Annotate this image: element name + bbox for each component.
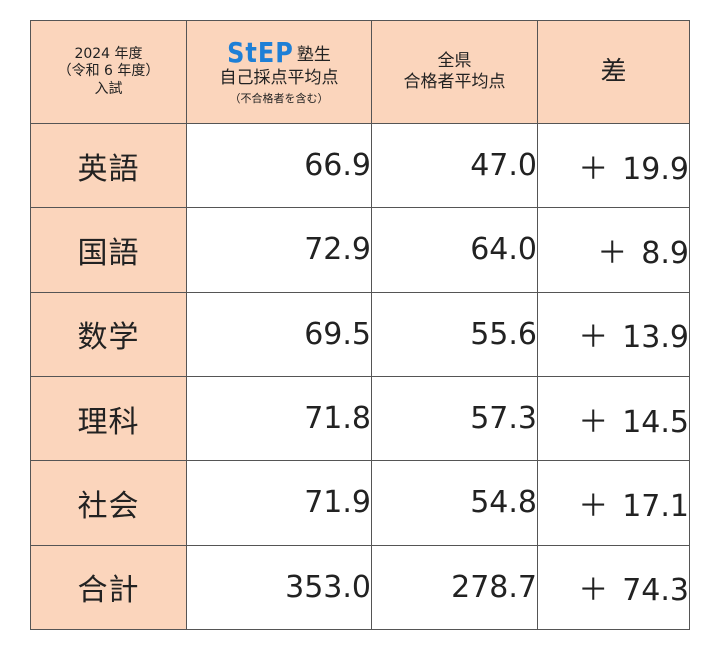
difference-value: 14.5	[622, 404, 689, 440]
step-average-label: 自己採点平均点	[219, 68, 339, 88]
pref-score-cell: 55.6	[371, 291, 538, 377]
pref-score-cell: 64.0	[371, 207, 538, 293]
plus-sign: ＋	[578, 151, 609, 187]
plus-sign: ＋	[578, 404, 609, 440]
score-comparison-table: 2024 年度 （令和 6 年度） 入試 StEP 塾生 自己採点平均点 （不合格…	[30, 20, 690, 631]
subject-cell: 理科	[30, 375, 187, 462]
subject-cell: 数学	[30, 291, 187, 377]
header-difference: 差	[537, 20, 690, 124]
difference-value: 17.1	[622, 488, 689, 524]
difference-value: 8.9	[641, 235, 689, 271]
header-pref-average: 全県 合格者平均点	[371, 20, 538, 124]
table-row: 国語 72.9 64.0 ＋ 8.9	[30, 207, 690, 293]
step-total-cell: 353.0	[186, 544, 372, 631]
step-score-cell: 69.5	[186, 291, 372, 377]
step-average-note: （不合格者を含む）	[229, 92, 329, 106]
difference-cell: ＋ 17.1	[537, 460, 690, 546]
table-row: 数学 69.5 55.6 ＋ 13.9	[30, 291, 690, 377]
subject-cell: 国語	[30, 207, 187, 293]
step-score-cell: 71.9	[186, 460, 372, 546]
subject-cell: 英語	[30, 122, 187, 209]
subject-cell: 社会	[30, 460, 187, 546]
header-step-average: StEP 塾生 自己採点平均点 （不合格者を含む）	[186, 20, 372, 124]
difference-value: 74.3	[622, 573, 689, 609]
total-row: 合計 353.0 278.7 ＋ 74.3	[30, 544, 690, 631]
difference-cell: ＋ 19.9	[537, 122, 690, 209]
header-era-line: （令和 6 年度）	[57, 63, 160, 80]
difference-cell: ＋ 8.9	[537, 207, 690, 293]
table-row: 社会 71.9 54.8 ＋ 17.1	[30, 460, 690, 546]
plus-sign: ＋	[597, 235, 628, 271]
pref-score-cell: 57.3	[371, 375, 538, 462]
difference-cell: ＋ 14.5	[537, 375, 690, 462]
step-score-cell: 72.9	[186, 207, 372, 293]
plus-sign: ＋	[578, 488, 609, 524]
difference-cell: ＋ 13.9	[537, 291, 690, 377]
difference-value: 19.9	[622, 151, 689, 187]
header-year-line: 2024 年度	[74, 45, 143, 62]
header-row: 2024 年度 （令和 6 年度） 入試 StEP 塾生 自己採点平均点 （不合格…	[30, 20, 690, 124]
pref-total-cell: 278.7	[371, 544, 538, 631]
difference-total-cell: ＋ 74.3	[537, 544, 690, 631]
step-logo: StEP	[227, 36, 294, 70]
header-exam-year: 2024 年度 （令和 6 年度） 入試	[30, 20, 187, 124]
pref-label-line1: 全県	[437, 50, 472, 71]
header-exam-line: 入試	[94, 80, 123, 97]
plus-sign: ＋	[578, 320, 609, 356]
difference-label: 差	[600, 56, 627, 87]
pref-score-cell: 47.0	[371, 122, 538, 209]
total-label-cell: 合計	[30, 544, 187, 631]
table-row: 理科 71.8 57.3 ＋ 14.5	[30, 375, 690, 462]
plus-sign: ＋	[578, 573, 609, 609]
step-score-cell: 66.9	[186, 122, 372, 209]
pref-score-cell: 54.8	[371, 460, 538, 546]
step-score-cell: 71.8	[186, 375, 372, 462]
table-row: 英語 66.9 47.0 ＋ 19.9	[30, 122, 690, 209]
pref-label-line2: 合格者平均点	[403, 72, 506, 92]
difference-value: 13.9	[622, 320, 689, 356]
step-suffix: 塾生	[296, 45, 331, 65]
